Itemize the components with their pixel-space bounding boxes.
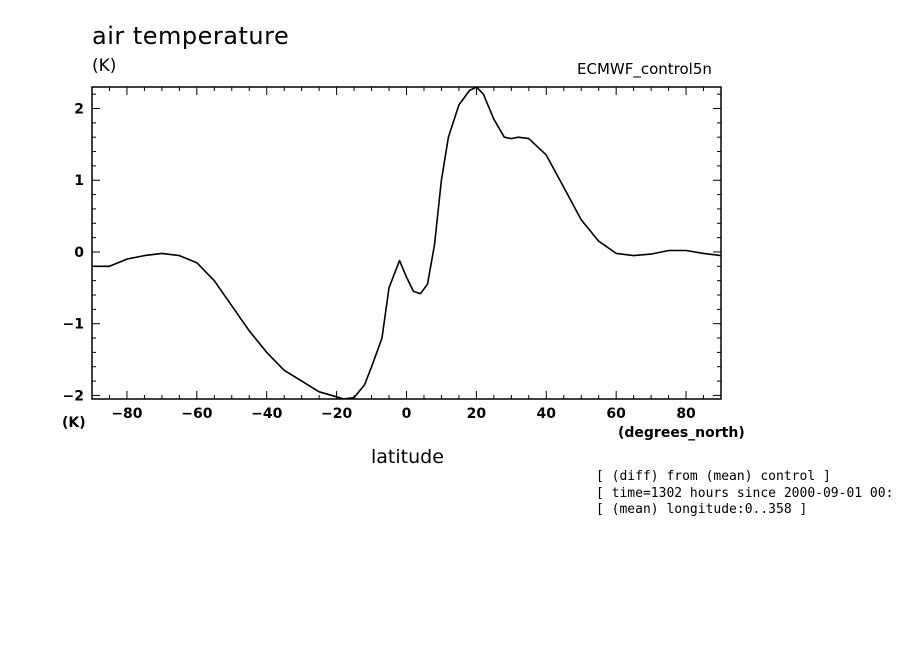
x-tick-label: −80 [111, 406, 142, 422]
x-tick-label: −40 [251, 406, 282, 422]
y-tick-label: 1 [74, 173, 84, 189]
x-tick-label: 0 [402, 406, 412, 422]
note-longitude: [ (mean) longitude:0..358 ] [596, 502, 808, 517]
x-tick-label: −20 [321, 406, 352, 422]
y-tick-label: 0 [74, 245, 84, 261]
x-tick-label: 20 [467, 406, 487, 422]
plot-frame [91, 86, 722, 400]
x-tick-label: −60 [181, 406, 212, 422]
y-tick-label: −2 [63, 388, 84, 404]
note-time: [ time=1302 hours since 2000-09-01 00: [596, 486, 894, 501]
series-line [92, 87, 721, 399]
x-axis-label: latitude [371, 446, 444, 468]
x-tick-label: 40 [537, 406, 557, 422]
x-units-label: (degrees_north) [618, 425, 745, 441]
x-tick-label: 80 [676, 406, 696, 422]
note-diff: [ (diff) from (mean) control ] [596, 469, 831, 484]
y-tick-label: 2 [74, 102, 84, 118]
y-units-label: (K) [62, 415, 86, 431]
x-tick-label: 60 [606, 406, 626, 422]
source-label: ECMWF_control5n [577, 60, 712, 78]
y-axis-label: (K) [92, 56, 117, 76]
chart-title: air temperature [92, 22, 290, 50]
y-tick-label: −1 [63, 317, 84, 333]
